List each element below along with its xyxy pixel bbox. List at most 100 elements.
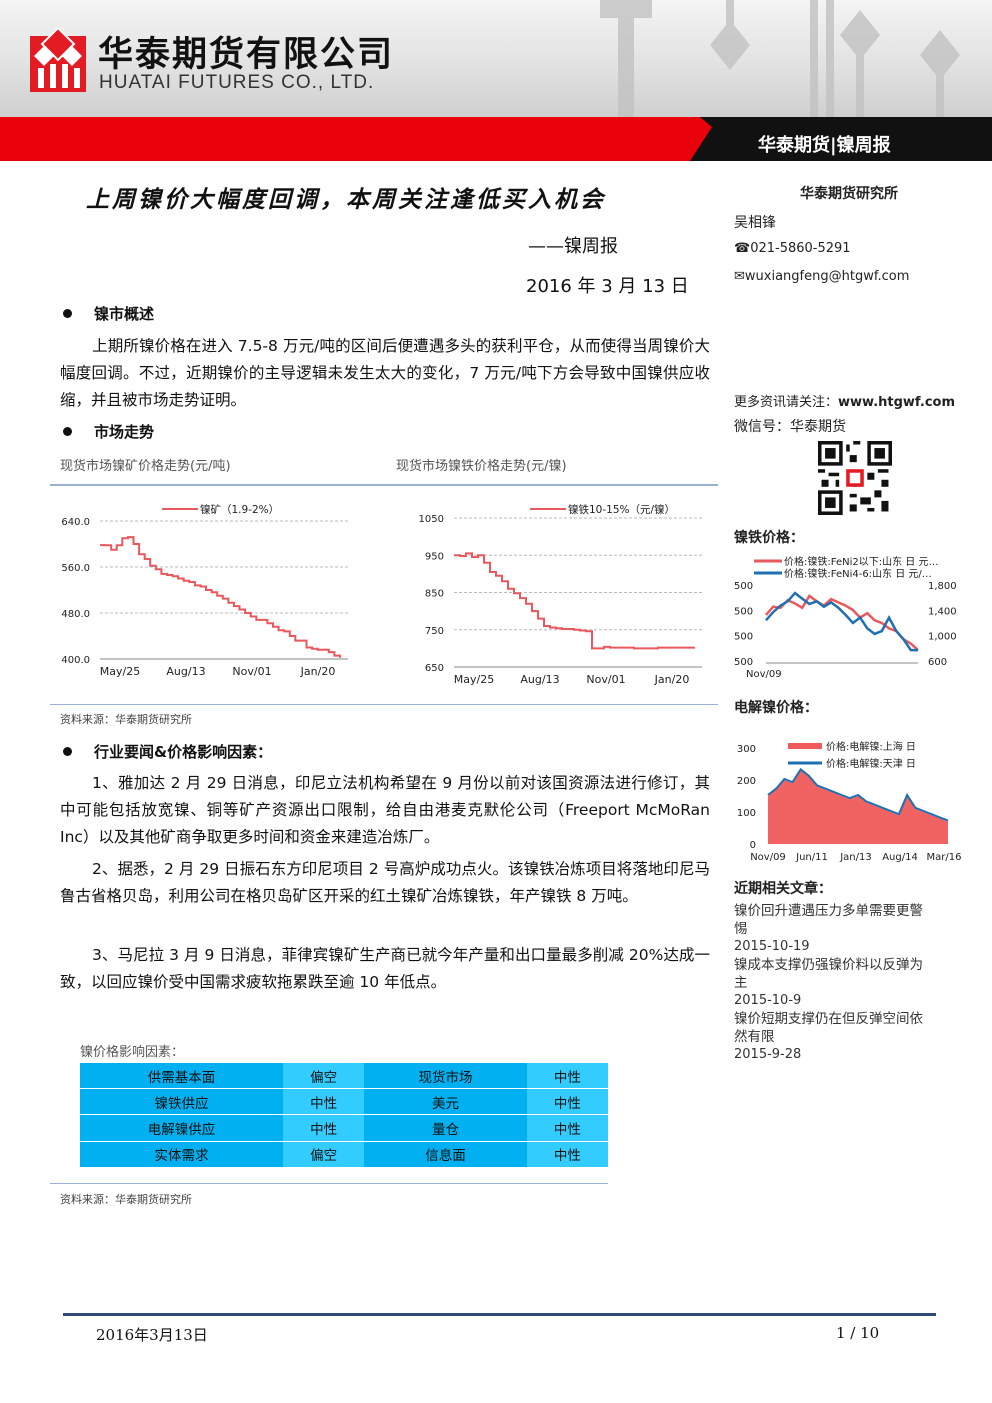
document-date: 2016 年 3 月 13 日	[526, 276, 689, 297]
y-right-tick-label: 600	[928, 657, 947, 668]
bullet-icon	[63, 427, 72, 436]
report-series-title: 华泰期货|镍周报	[758, 135, 891, 156]
nickel-heading: 电解镍价格：	[734, 700, 818, 716]
nickel-ore-price-chart: 640.0 560.0 480.0 400.0 May/25 Aug/13 Nov/01 Ja…	[61, 503, 348, 678]
section-heading-news: 行业要闻&价格影响因素：	[94, 743, 273, 761]
legend-label: 镍矿（1.9-2%）	[200, 503, 279, 516]
legend-label: 价格:镍铁:FeNi2以下:山东 日 元…	[784, 555, 938, 568]
factor-name-cell: 美元	[364, 1088, 527, 1116]
x-tick-label: Jan/20	[654, 673, 690, 686]
articles-list: 镍价回升遭遇压力多单需要更警惕 2015-10-19 镍成本支撑仍强镍价料以反弹为主…	[734, 902, 934, 1064]
footer-date: 2016年3月13日	[96, 1326, 208, 1344]
article-link[interactable]: 镍价回升遭遇压力多单需要更警惕	[734, 903, 923, 937]
legend-label: 价格:电解镍:上海 日	[826, 740, 916, 753]
factor-value-cell: 中性	[526, 1141, 608, 1169]
email-link[interactable]: wuxiangfeng@htgwf.com	[744, 269, 910, 284]
x-tick-label: May/25	[100, 665, 140, 678]
y-tick-label: 640.0	[61, 517, 90, 528]
x-tick-label: Nov/09	[746, 669, 782, 680]
news-text: 3、马尼拉 3 月 9 日消息，菲律宾镍矿生产商已就今年产量和出口量最多削减 2…	[60, 946, 710, 991]
x-tick-label: Jan/20	[300, 665, 336, 678]
factor-name-cell: 信息面	[364, 1141, 527, 1169]
x-tick-label: Jan/13	[839, 852, 872, 863]
x-tick-label: Nov/01	[232, 665, 271, 678]
x-tick-label: Nov/01	[586, 673, 625, 686]
news-text: 1、雅加达 2 月 29 日消息，印尼立法机构希望在 9 月份以前对该国资源法进…	[60, 774, 710, 846]
series-line	[765, 591, 918, 652]
email-row: ✉wuxiangfeng@htgwf.com	[734, 269, 909, 284]
source-note: 资料来源：华泰期货研究所	[60, 1193, 192, 1206]
ferronickel-price-chart: 1050 950 850 750 650 May/25 Aug/13 Nov/01 Jan/20…	[419, 503, 702, 686]
table-bottom-rule	[50, 1183, 608, 1184]
factor-name-cell: 电解镍供应	[80, 1114, 284, 1142]
article-date: 2015-10-9	[734, 993, 802, 1008]
wechat-label: 微信号：华泰期货	[734, 419, 846, 435]
y-tick-label: 750	[425, 626, 444, 637]
company-name-en: HUATAI FUTURES CO., LTD.	[99, 72, 375, 93]
company-logo	[30, 28, 86, 92]
y-tick-label: 1050	[419, 514, 444, 525]
y-tick-label: 100	[737, 808, 756, 819]
article-date: 2015-10-19	[734, 939, 810, 954]
follow-label: 更多资讯请关注：	[734, 395, 839, 410]
document-title: 上周镍价大幅度回调，本周关注逢低买入机会	[86, 186, 606, 213]
source-note: 资料来源：华泰期货研究所	[60, 713, 192, 726]
article-link[interactable]: 镍成本支撑仍强镍价料以反弹为主	[734, 957, 923, 991]
x-tick-label: Nov/09	[750, 852, 786, 863]
bullet-icon	[63, 309, 72, 318]
factor-row: 镍铁供应 中性 美元 中性	[80, 1088, 608, 1116]
legend-swatch	[788, 743, 822, 749]
x-tick-label: May/25	[454, 673, 494, 686]
y-tick-label: 200	[737, 776, 756, 787]
news-item-1: 1、雅加达 2 月 29 日消息，印尼立法机构希望在 9 月份以前对该国资源法进…	[60, 770, 710, 851]
y-left-tick-label: 500	[734, 657, 753, 668]
articles-heading: 近期相关文章：	[734, 881, 832, 897]
y-left-tick-label: 500	[734, 581, 753, 592]
y-tick-label: 300	[737, 744, 756, 755]
y-tick-label: 650	[425, 663, 444, 674]
factor-name-cell: 量仓	[364, 1114, 527, 1142]
factor-table: 供需基本面 偏空 现货市场 中性 镍铁供应 中性 美元 中性 电解镍供应 中性 量仓 中性 实体需求 偏空…	[80, 1063, 608, 1169]
news-text: 2、据悉，2 月 29 日振石东方印尼项目 2 号高炉成功点火。该镍铁冶炼项目将…	[60, 860, 710, 905]
legend-label: 镍铁10-15%（元/镍）	[568, 503, 675, 516]
y-left-tick-label: 500	[734, 606, 753, 617]
series-line	[100, 536, 341, 658]
x-tick-label: Aug/13	[166, 665, 205, 678]
series-line	[767, 767, 949, 822]
phone-number: 021-5860-5291	[750, 241, 851, 256]
y-right-tick-label: 1,000	[928, 632, 957, 643]
x-tick-label: Aug/14	[882, 852, 918, 863]
ferronickel-heading: 镍铁价格：	[734, 530, 804, 546]
section-heading-trend: 市场走势	[94, 423, 155, 441]
author-name: 吴相锋	[734, 215, 776, 231]
ferronickel-sidebar-chart: 500 500 500 500 1,800 1,400 1,000 600 Nov/09 价格:镍…	[734, 555, 957, 680]
factor-name-cell: 供需基本面	[80, 1063, 284, 1090]
follow-row: 更多资讯请关注：www.htgwf.com	[734, 391, 955, 410]
website-link[interactable]: www.htgwf.com	[838, 395, 956, 410]
article-link[interactable]: 镍价短期支撑仍在但反弹空间依然有限	[734, 1011, 923, 1045]
overview-paragraph: 上期所镍价格在进入 7.5-8 万元/吨的区间后便遭遇多头的获利平仓，从而使得当…	[60, 333, 710, 414]
factor-row: 电解镍供应 中性 量仓 中性	[80, 1114, 608, 1142]
factor-value-cell: 中性	[526, 1063, 608, 1090]
news-item-2: 2、据悉，2 月 29 日振石东方印尼项目 2 号高炉成功点火。该镍铁冶炼项目将…	[60, 856, 710, 910]
y-right-tick-label: 1,800	[928, 581, 957, 592]
chart-top-rule	[50, 484, 718, 486]
factor-value-cell: 中性	[526, 1088, 608, 1116]
header-red-band	[0, 117, 992, 161]
factor-value-cell: 中性	[283, 1088, 365, 1116]
chart-bottom-rule	[50, 704, 718, 705]
x-tick-label: Aug/13	[520, 673, 559, 686]
factor-name-cell: 镍铁供应	[80, 1088, 284, 1116]
y-tick-label: 850	[425, 589, 444, 600]
section-heading-overview: 镍市概述	[94, 305, 155, 323]
x-tick-label: Mar/16	[927, 852, 962, 863]
series-area	[768, 770, 948, 844]
y-right-tick-label: 1,400	[928, 606, 957, 617]
header-decoration	[600, 0, 960, 118]
y-tick-label: 950	[425, 551, 444, 562]
table-caption: 镍价格影响因素：	[80, 1045, 185, 1060]
y-tick-label: 400.0	[61, 655, 90, 666]
news-item-3: 3、马尼拉 3 月 9 日消息，菲律宾镍矿生产商已就今年产量和出口量最多削减 2…	[60, 942, 710, 996]
series-line	[454, 552, 695, 650]
